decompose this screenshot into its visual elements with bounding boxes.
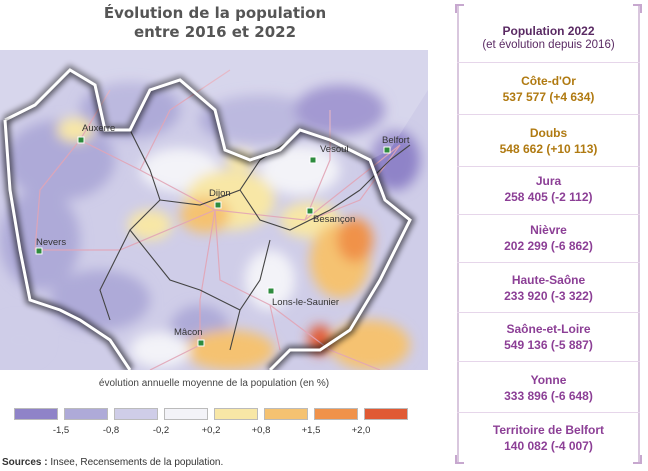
dept-name: Nièvre (530, 223, 567, 237)
legend-swatch-2 (64, 408, 108, 420)
city-belfort: Belfort (382, 135, 410, 154)
region-border (4, 68, 412, 370)
dept-nievre: Nièvre 202 299 (-6 862) (457, 222, 640, 254)
city-label: Vesoul (320, 144, 349, 155)
city-nevers: Nevers (35, 237, 66, 255)
city-label: Mâcon (174, 327, 203, 338)
legend-break-2: -0,8 (102, 425, 120, 436)
dept-value: 258 405 (-2 112) (504, 190, 593, 204)
dept-value: 548 662 (+10 113) (499, 142, 598, 156)
city-label: Besançon (313, 214, 355, 225)
city-label: Lons-le-Saunier (272, 297, 339, 308)
panel-separator (457, 166, 640, 167)
panel-header-subtitle: (et évolution depuis 2016) (482, 39, 615, 51)
dept-jura: Jura 258 405 (-2 112) (457, 173, 640, 205)
dept-doubs: Doubs 548 662 (+10 113) (457, 125, 640, 157)
dept-name: Territoire de Belfort (492, 423, 605, 437)
legend-swatch-5 (214, 408, 258, 420)
title-line-2: entre 2016 et 2022 (133, 23, 297, 41)
panel-separator (457, 361, 640, 362)
panel-separator (457, 312, 640, 313)
legend-swatches (14, 408, 414, 420)
panel-corner-bl (455, 455, 464, 464)
city-auxerre: Auxerre (77, 123, 115, 144)
panel-corner-tl (455, 4, 464, 13)
dept-saone-et-loire: Saône-et-Loire 549 136 (-5 887) (457, 321, 640, 353)
dept-value: 549 136 (-5 887) (504, 338, 593, 352)
panel-frame (457, 6, 640, 462)
dept-value: 233 920 (-3 322) (504, 289, 593, 303)
panel-separator (457, 214, 640, 215)
city-label: Belfort (382, 135, 410, 146)
city-dijon: Dijon (209, 188, 231, 209)
dept-name: Saône-et-Loire (506, 322, 591, 336)
dept-name: Haute-Saône (511, 273, 586, 287)
legend-title: évolution annuelle moyenne de la populat… (98, 378, 330, 389)
legend-break-3: -0,2 (152, 425, 170, 436)
dept-value: 537 577 (+4 634) (502, 90, 595, 104)
panel-header-title: Population 2022 (502, 24, 595, 38)
legend-break-7: +2,0 (351, 425, 371, 436)
city-vesoul: Vesoul (309, 144, 349, 164)
legend-swatch-1 (14, 408, 58, 420)
panel-corner-tr (633, 4, 642, 13)
sources-label: Sources : (2, 457, 48, 468)
dept-name: Yonne (530, 373, 567, 387)
panel-separator (457, 114, 640, 115)
city-besancon: Besançon (306, 207, 355, 225)
dept-value: 140 082 (-4 007) (504, 439, 593, 453)
dept-name: Jura (535, 174, 562, 188)
panel-separator (457, 62, 640, 63)
dept-cote-d-or: Côte-d'Or 537 577 (+4 634) (457, 73, 640, 105)
panel-separator (457, 262, 640, 263)
dept-value: 333 896 (-6 648) (504, 389, 593, 403)
legend-swatch-7 (314, 408, 358, 420)
sources-text: Insee, Recensements de la population. (47, 457, 224, 468)
region-border-west (3, 119, 132, 370)
sources-note: Sources : Insee, Recensements de la popu… (2, 457, 223, 468)
legend-swatch-3 (114, 408, 158, 420)
legend-break-5: +0,8 (251, 425, 271, 436)
legend-swatch-6 (264, 408, 308, 420)
panel-separator (457, 412, 640, 413)
dept-yonne: Yonne 333 896 (-6 648) (457, 372, 640, 404)
title-line-1: Évolution de la population (103, 4, 327, 22)
legend-break-4: +0,2 (201, 425, 221, 436)
dept-name: Côte-d'Or (521, 74, 576, 88)
legend-break-1: -1,5 (52, 425, 70, 436)
legend-break-6: +1,5 (301, 425, 321, 436)
dept-territoire-de-belfort: Territoire de Belfort 140 082 (-4 007) (457, 422, 640, 454)
outside-region-mask (0, 50, 428, 160)
legend-swatch-8 (364, 408, 408, 420)
city-label: Nevers (36, 237, 66, 248)
legend-swatch-4 (164, 408, 208, 420)
city-lons-le-saunier: Lons-le-Saunier (267, 287, 339, 308)
dept-haute-saone: Haute-Saône 233 920 (-3 322) (457, 272, 640, 304)
population-panel: Population 2022 (et évolution depuis 201… (455, 4, 642, 464)
city-label: Dijon (209, 188, 231, 199)
panel-corner-br (633, 455, 642, 464)
city-macon: Mâcon (174, 327, 205, 347)
city-label: Auxerre (82, 123, 115, 134)
map-title: Évolution de la population entre 2016 et… (20, 4, 410, 42)
dept-name: Doubs (529, 126, 568, 140)
population-change-map: Auxerre Vesoul Belfort Dijon Besançon Ne… (0, 50, 428, 370)
dept-value: 202 299 (-6 862) (504, 239, 593, 253)
